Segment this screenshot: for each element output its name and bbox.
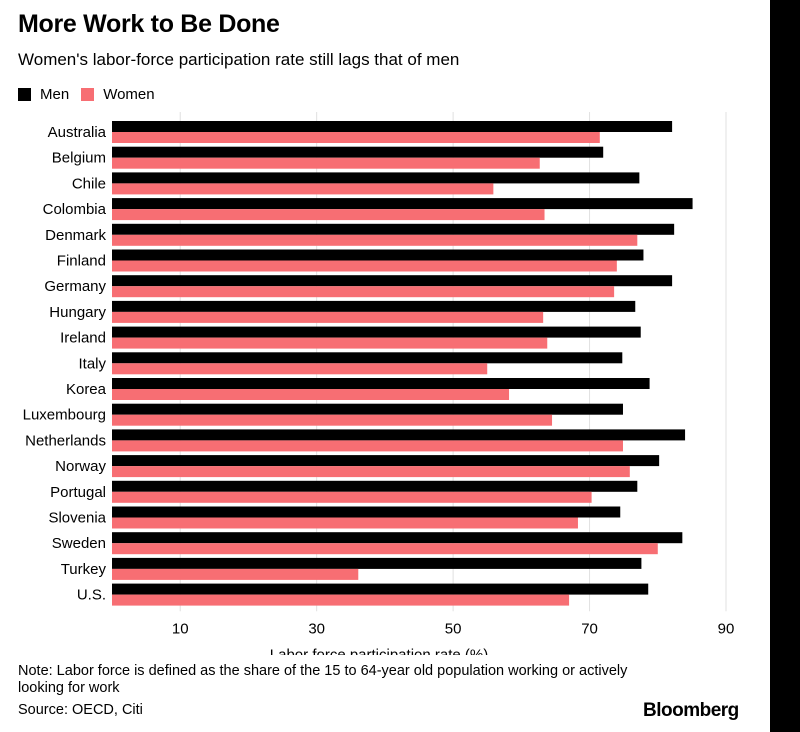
- category-label: Slovenia: [48, 510, 106, 527]
- category-label: Germany: [44, 278, 106, 295]
- bar-men: [112, 300, 636, 312]
- bar-men: [112, 480, 638, 492]
- bar-women: [112, 543, 658, 555]
- category-label: U.S.: [77, 587, 106, 604]
- category-label: Norway: [55, 458, 106, 475]
- legend-item-women: Women: [81, 85, 155, 103]
- bar-women: [112, 183, 494, 195]
- chart-subtitle: Women's labor-force participation rate s…: [18, 50, 460, 69]
- legend-label-women: Women: [103, 85, 155, 103]
- bar-men: [112, 249, 644, 261]
- category-label: Finland: [57, 253, 106, 270]
- bar-women: [112, 568, 359, 580]
- chart-note: Note: Labor force is defined as the shar…: [18, 663, 628, 696]
- category-label: Italy: [78, 355, 106, 372]
- bar-men: [112, 532, 683, 544]
- legend: Men Women: [18, 84, 167, 104]
- bar-women: [112, 594, 570, 606]
- bar-men: [112, 146, 604, 158]
- chart-frame: More Work to Be Done Women's labor-force…: [18, 10, 740, 721]
- bar-men: [112, 326, 641, 338]
- bar-men: [112, 403, 623, 415]
- category-labels: Australia Belgium Chile Colombia Denmark Finl…: [23, 124, 107, 604]
- bar-men: [112, 172, 640, 184]
- category-label: Chile: [72, 175, 106, 192]
- category-label: Netherlands: [25, 432, 106, 449]
- category-label: Korea: [66, 381, 107, 398]
- bar-men: [112, 557, 642, 569]
- bar-men: [112, 429, 686, 441]
- bar-women: [112, 440, 623, 452]
- category-label: Luxembourg: [23, 407, 106, 424]
- category-label: Denmark: [45, 227, 106, 244]
- category-label: Turkey: [61, 561, 107, 578]
- bar-women: [112, 414, 553, 426]
- x-tick-labels: 10 30 50 70 90: [172, 620, 734, 637]
- x-axis-label: Labor force participation rate (%): [270, 646, 488, 655]
- bar-men: [112, 223, 675, 235]
- bar-chart: Australia Belgium Chile Colombia Denmark Finl…: [23, 112, 734, 655]
- x-tick-label: 10: [172, 620, 189, 637]
- bar-women: [112, 491, 592, 503]
- bar-women: [112, 363, 488, 375]
- bar-men: [112, 506, 621, 518]
- category-label: Colombia: [43, 201, 107, 218]
- x-tick-label: 90: [718, 620, 735, 637]
- bar-women: [112, 132, 600, 143]
- bar-women: [112, 234, 638, 246]
- category-label: Belgium: [52, 150, 106, 167]
- bar-women: [112, 209, 545, 221]
- chart-source: Source: OECD, Citi: [18, 702, 143, 718]
- legend-label-men: Men: [40, 85, 70, 103]
- bar-men: [112, 198, 693, 210]
- bar-men: [112, 121, 673, 132]
- category-label: Portugal: [50, 484, 106, 501]
- bar-women: [112, 466, 630, 478]
- x-tick-label: 70: [581, 620, 598, 637]
- legend-item-men: Men: [18, 86, 69, 103]
- legend-swatch-women: [81, 87, 95, 101]
- bar-women: [112, 286, 615, 298]
- bar-women: [112, 517, 578, 529]
- bar-women: [112, 337, 548, 349]
- chart-title: More Work to Be Done: [18, 10, 280, 38]
- category-label: Ireland: [60, 330, 106, 347]
- category-label: Australia: [48, 124, 107, 141]
- bloomberg-logo: Bloomberg: [643, 700, 739, 721]
- page-edge: [770, 0, 800, 732]
- category-label: Sweden: [52, 535, 106, 552]
- x-tick-label: 30: [308, 620, 325, 637]
- bar-men: [112, 455, 660, 467]
- legend-swatch-men: [18, 87, 31, 101]
- bar-women: [112, 311, 544, 323]
- bar-men: [112, 583, 649, 595]
- bar-women: [112, 389, 510, 400]
- x-tick-label: 50: [445, 620, 462, 637]
- bar-women: [112, 157, 540, 169]
- bar-men: [112, 352, 623, 364]
- bars: [112, 121, 693, 606]
- bar-men: [112, 275, 673, 287]
- bar-men: [112, 378, 650, 389]
- bar-women: [112, 260, 617, 272]
- category-label: Hungary: [49, 304, 106, 321]
